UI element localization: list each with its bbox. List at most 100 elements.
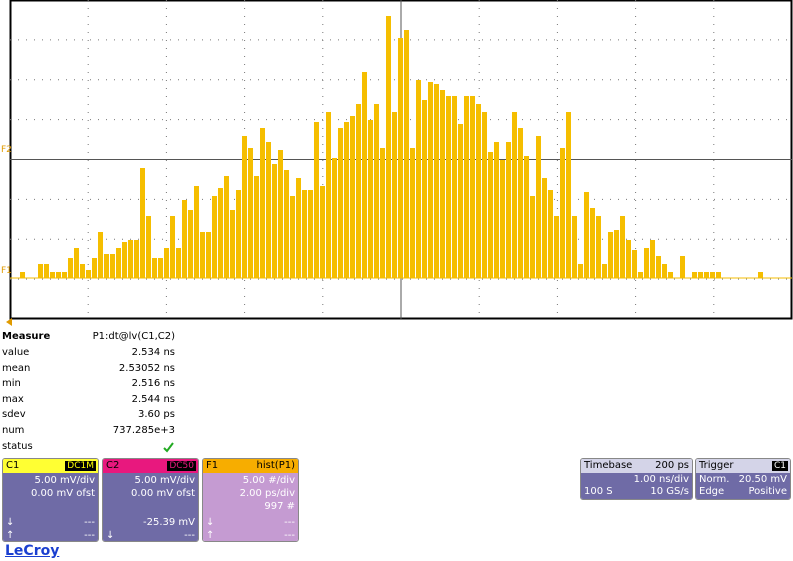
histogram-bar [38,264,43,278]
measure-value: 2.53052 ns [118,362,175,374]
histogram-bar [248,148,253,278]
histogram-bar [404,30,409,278]
histogram-bar [536,136,541,278]
panel-body: Norm. 20.50 mV Edge Positive [696,473,790,499]
histogram-bar [320,186,325,278]
histogram-bar [500,160,505,278]
histogram-bar [476,104,481,278]
histogram-bar [704,272,709,278]
histogram-bar [182,200,187,278]
histogram-bar [260,128,265,278]
text: 10 GS/s [650,486,689,497]
histogram-bar [20,272,25,278]
histogram-bar [344,122,349,278]
histogram-bar [146,216,151,278]
histogram-bar [368,120,373,278]
histogram-bar [164,248,169,278]
histogram-bar [332,158,337,278]
label: F1 [206,460,219,471]
badge: DC50 [167,461,196,471]
histogram-bar [506,142,511,278]
histogram-bar [338,128,343,278]
histogram-bar [638,272,643,278]
text: 0.00 mV ofst [131,488,195,499]
panel-body: 5.00 mV/div 0.00 mV ofst ↓ --- ↑ --- [3,473,98,541]
histogram-bar [236,190,241,278]
text: --- [84,517,95,528]
histogram-bar [170,216,175,278]
histogram-bar [644,248,649,278]
histogram-bar [440,90,445,278]
histogram-bar [128,240,133,278]
measure-label: min [2,378,21,390]
histogram-bar [566,112,571,278]
logo-link[interactable]: LeCroy [5,543,60,559]
histogram-bar [206,232,211,278]
channel-c1[interactable]: C1 DC1M 5.00 mV/div 0.00 mV ofst ↓ --- ↑ --… [2,458,99,542]
trigger[interactable]: Trigger C1 Norm. 20.50 mV Edge Positive [695,458,791,500]
text: ↑ [206,530,215,541]
text: 5.00 mV/div [34,475,95,486]
label: C2 [106,460,120,471]
histogram-bar [542,178,547,278]
timebase[interactable]: Timebase 200 ps 1.00 ns/div 100 S 10 GS/s [580,458,693,500]
value: 200 ps [655,460,689,471]
histogram-bar [242,136,247,278]
histogram-bar [596,216,601,278]
measure-label: sdev [2,409,26,421]
histogram-bar [50,272,55,278]
histogram-bar [392,112,397,278]
label: Trigger [699,460,734,471]
histogram-bar [92,258,97,278]
histogram-bar [386,16,391,278]
histogram-bar [614,230,619,278]
text: --- [184,530,195,541]
measure-value: 3.60 ps [137,409,175,421]
histogram-bar [74,248,79,278]
text: --- [84,530,95,541]
histogram-bar [200,232,205,278]
histogram-bar [302,190,307,278]
histogram-bar [152,258,157,278]
histogram-bar [458,124,463,278]
histogram-bar [254,176,259,278]
text: Positive [748,486,787,497]
histogram-bar [578,264,583,278]
histogram-bar [548,190,553,278]
histogram-bar [632,250,637,278]
trace-marker: F2 [1,145,12,155]
histogram-bar [416,80,421,278]
histogram-bar [278,150,283,278]
histogram-bar [710,272,715,278]
histogram-bar [116,248,121,278]
text: 5.00 #/div [242,475,295,486]
histogram-bar [422,100,427,278]
text: Edge [699,486,725,497]
channel-c2[interactable]: C2 DC50 5.00 mV/div 0.00 mV ofst -25.39 m… [102,458,199,542]
histogram-bar [212,196,217,278]
badge: C1 [771,461,788,471]
histogram-bar [518,128,523,278]
function-f1[interactable]: F1 hist(P1) 5.00 #/div 2.00 ps/div 997 # … [202,458,299,542]
text: 2.00 ps/div [239,488,295,499]
histogram-bar [428,82,433,278]
histogram-bar [284,170,289,278]
measure-label: status [2,440,33,452]
histogram-bar [398,38,403,278]
histogram-bar [560,148,565,278]
histogram-bar [608,232,613,278]
histogram-bar [620,216,625,278]
histogram-bar [698,272,703,278]
histogram-bar [590,208,595,278]
histogram-bar [290,196,295,278]
measure-value: 2.516 ns [131,378,175,390]
text: ↓ [106,530,115,541]
histogram-bar [410,148,415,278]
histogram-bar [452,96,457,278]
text: ↑ [6,530,15,541]
histogram-bar [530,196,535,278]
histogram-bar [656,256,661,278]
histogram-bar [266,142,271,278]
histogram-bar [680,256,685,278]
